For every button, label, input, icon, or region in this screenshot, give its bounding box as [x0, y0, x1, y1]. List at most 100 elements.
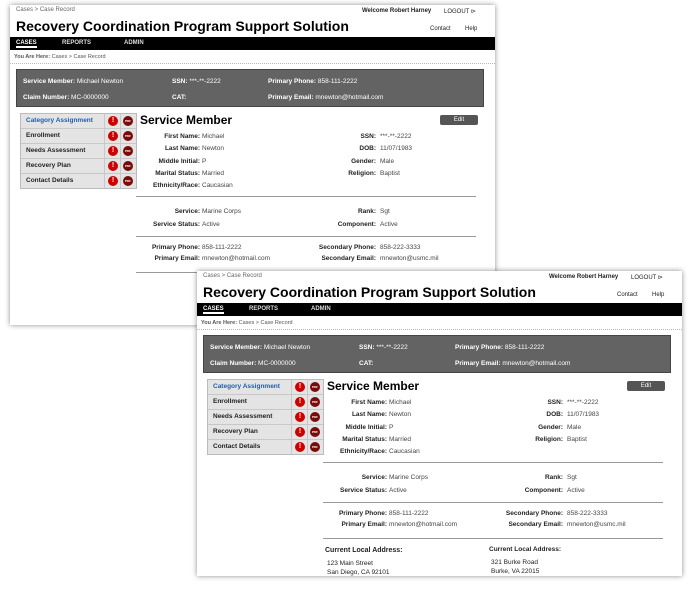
alert-icon[interactable]: ! [295, 427, 305, 437]
primary-phone-label: Primary Phone: [338, 510, 387, 517]
sidebar-item-label[interactable]: Needs Assessment [26, 147, 86, 154]
dob-label: DOB: [359, 145, 376, 152]
alert-icon[interactable]: ! [108, 146, 118, 156]
summary-ssn: SSN: ***-**-2222 [172, 78, 221, 85]
gender-value: Male [567, 424, 582, 431]
primary-email-value: mnewton@hotmail.com [202, 255, 271, 262]
you-are-here-label: You Are Here: [14, 54, 51, 60]
sidebar-item-label[interactable]: Recovery Plan [213, 428, 258, 435]
service-status-value: Active [389, 487, 407, 494]
sidebar-item-category-assignment[interactable]: Category Assignment! PDF [21, 114, 136, 129]
tab-admin[interactable]: ADMIN [124, 40, 144, 46]
sidebar-item-recovery-plan[interactable]: Recovery Plan! PDF [208, 425, 323, 440]
welcome-text: Welcome Robert Harney [362, 8, 432, 14]
alert-icon[interactable]: ! [295, 442, 305, 452]
section-title: Service Member [140, 113, 233, 127]
pdf-icon[interactable]: PDF [123, 116, 133, 126]
address-1-heading: Current Local Address: [325, 547, 403, 554]
summary-cat: CAT: [359, 360, 374, 367]
sidebar-item-contact-details[interactable]: Contact Details! PDF [21, 174, 136, 188]
pdf-icon[interactable]: PDF [123, 146, 133, 156]
alert-icon[interactable]: ! [295, 397, 305, 407]
alert-icon[interactable]: ! [108, 131, 118, 141]
component-label: Component: [524, 487, 563, 494]
service-status-label: Service Status: [340, 487, 387, 494]
secondary-email-label: Secondary Email: [321, 255, 376, 262]
section-nav: Category Assignment! PDF Enrollment! PDF N… [207, 379, 324, 455]
rank-label: Rank: [544, 474, 563, 481]
sidebar-item-label[interactable]: Needs Assessment [213, 413, 273, 420]
contact-link[interactable]: Contact [617, 292, 638, 298]
marital-status-value: Married [389, 436, 412, 443]
secondary-phone-label: Secondary Phone: [318, 244, 376, 251]
pdf-icon[interactable]: PDF [310, 382, 320, 392]
secondary-phone-value: 858-222-3333 [567, 510, 608, 517]
alert-icon[interactable]: ! [108, 176, 118, 186]
edit-button[interactable]: Edit [627, 381, 665, 391]
secondary-email-value: mnewton@usmc.mil [567, 521, 626, 528]
tab-reports[interactable]: REPORTS [62, 40, 92, 46]
alert-icon[interactable]: ! [295, 382, 305, 392]
sidebar-item-label[interactable]: Category Assignment [26, 117, 93, 124]
rank-value: Sgt [380, 208, 390, 215]
alert-icon[interactable]: ! [295, 412, 305, 422]
sidebar-item-enrollment[interactable]: Enrollment! PDF [208, 395, 323, 410]
pdf-icon[interactable]: PDF [310, 412, 320, 422]
pdf-icon[interactable]: PDF [123, 176, 133, 186]
tab-cases[interactable]: CASES [16, 40, 37, 48]
you-are-here-path[interactable]: Cases > Case Record [238, 320, 293, 326]
sidebar-item-label[interactable]: Contact Details [213, 443, 261, 450]
sidebar-item-category-assignment[interactable]: Category Assignment! PDF [208, 380, 323, 395]
summary-cat: CAT: [172, 94, 187, 101]
tab-admin[interactable]: ADMIN [311, 306, 331, 312]
alert-icon[interactable]: ! [108, 161, 118, 171]
sidebar-item-label[interactable]: Contact Details [26, 177, 74, 184]
ethnicity-label: Ethnicity/Race: [340, 448, 387, 455]
you-are-here-path[interactable]: Cases > Case Record [51, 54, 106, 60]
help-link[interactable]: Help [465, 26, 478, 32]
marital-status-value: Married [202, 170, 225, 177]
service-label: Service: [361, 474, 387, 481]
ssn-label: SSN: [360, 133, 376, 140]
sidebar-item-needs-assessment[interactable]: Needs Assessment! PDF [208, 410, 323, 425]
religion-value: Baptist [567, 436, 587, 443]
pdf-icon[interactable]: PDF [123, 161, 133, 171]
case-record-window-back: Cases > Case Record Recovery Coordinatio… [10, 5, 495, 325]
address-1-line1: 123 Main Street [327, 560, 373, 567]
sidebar-item-label[interactable]: Enrollment [26, 132, 60, 139]
logout-link[interactable]: LOGOUT ⊳ [444, 9, 476, 15]
gender-label: Gender: [538, 424, 563, 431]
sidebar-item-recovery-plan[interactable]: Recovery Plan! PDF [21, 159, 136, 174]
secondary-phone-label: Secondary Phone: [505, 510, 563, 517]
ssn-label: SSN: [547, 399, 563, 406]
sidebar-item-label[interactable]: Enrollment [213, 398, 247, 405]
sidebar-item-label[interactable]: Category Assignment [213, 383, 280, 390]
sidebar-item-label[interactable]: Recovery Plan [26, 162, 71, 169]
contact-link[interactable]: Contact [430, 26, 451, 32]
summary-service-member: Service Member: Michael Newton [23, 78, 124, 85]
top-breadcrumb[interactable]: Cases > Case Record [203, 273, 262, 279]
sidebar-item-contact-details[interactable]: Contact Details! PDF [208, 440, 323, 454]
dob-label: DOB: [546, 411, 563, 418]
edit-button[interactable]: Edit [440, 115, 478, 125]
top-breadcrumb[interactable]: Cases > Case Record [16, 7, 75, 13]
primary-email-label: Primary Email: [154, 255, 200, 262]
logout-link[interactable]: LOGOUT ⊳ [631, 275, 663, 281]
pdf-icon[interactable]: PDF [310, 442, 320, 452]
help-link[interactable]: Help [652, 292, 665, 298]
pdf-icon[interactable]: PDF [310, 427, 320, 437]
tab-cases[interactable]: CASES [203, 306, 224, 314]
divider [323, 538, 663, 539]
secondary-email-label: Secondary Email: [508, 521, 563, 528]
tab-reports[interactable]: REPORTS [249, 306, 279, 312]
summary-bar: Service Member: Michael Newton SSN: ***-… [203, 335, 671, 373]
summary-claim: Claim Number: MC-0000000 [210, 360, 296, 367]
gender-value: Male [380, 158, 395, 165]
pdf-icon[interactable]: PDF [123, 131, 133, 141]
sidebar-item-needs-assessment[interactable]: Needs Assessment! PDF [21, 144, 136, 159]
pdf-icon[interactable]: PDF [310, 397, 320, 407]
sidebar-item-enrollment[interactable]: Enrollment! PDF [21, 129, 136, 144]
app-title: Recovery Coordination Program Support So… [16, 18, 349, 34]
alert-icon[interactable]: ! [108, 116, 118, 126]
rank-value: Sgt [567, 474, 577, 481]
